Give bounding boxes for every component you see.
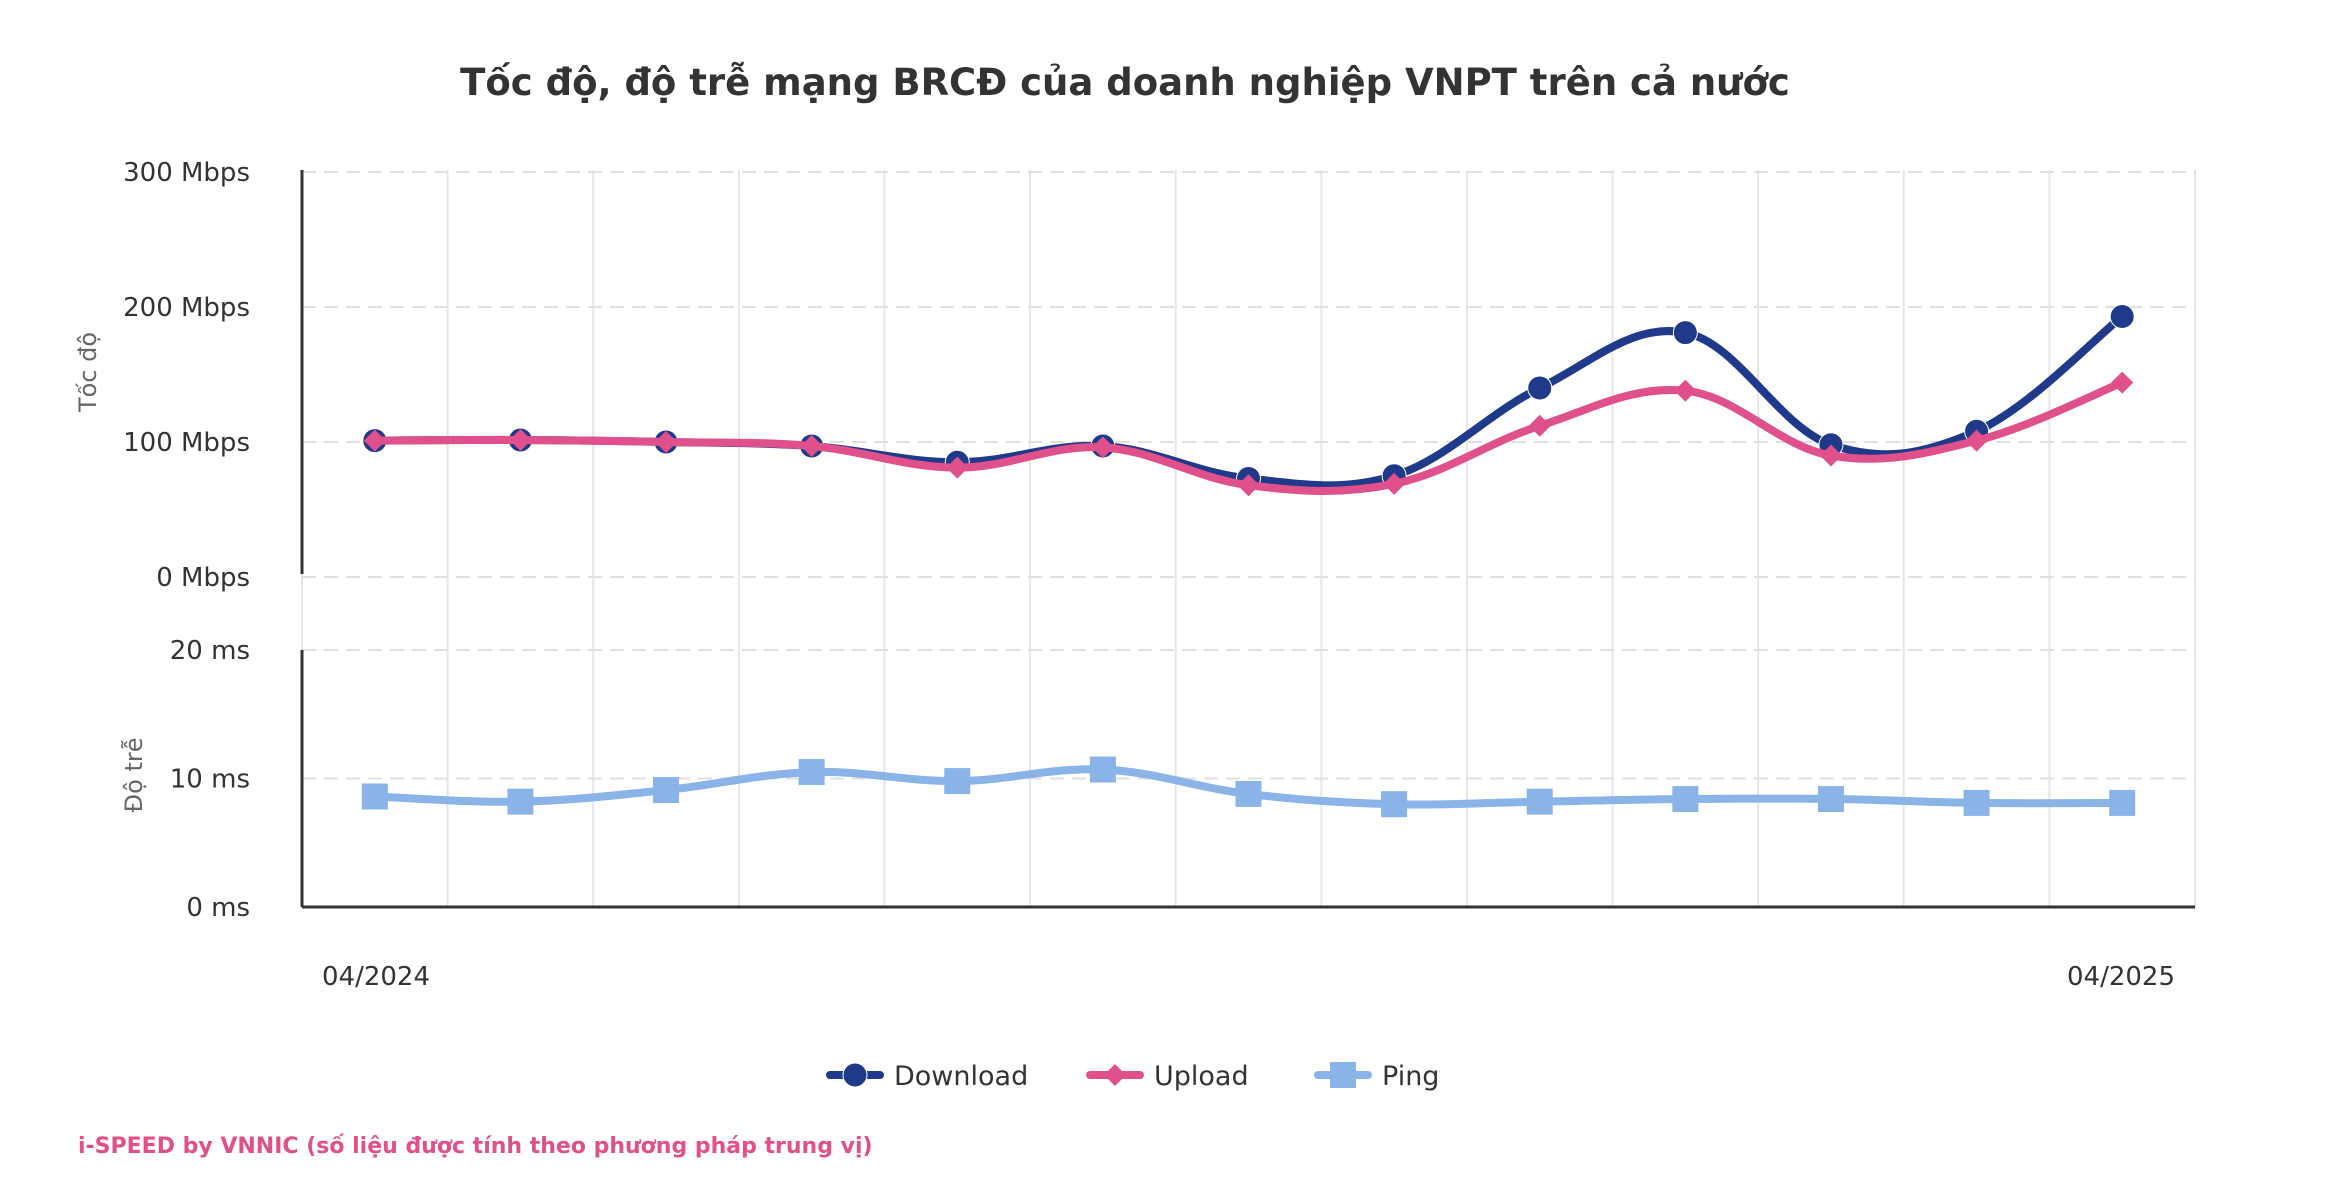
legend-label-ping: Ping <box>1382 1061 1439 1092</box>
download-point-9 <box>1672 320 1698 346</box>
upload-point-3 <box>800 435 823 458</box>
upload-point-5 <box>1091 436 1114 459</box>
ping-point-6 <box>1235 780 1262 807</box>
credit-text: i-SPEED by VNNIC (số liệu được tính theo… <box>78 1134 873 1159</box>
upload-point-11 <box>1965 429 1988 452</box>
axes <box>300 170 2195 909</box>
speed-axis-title: Tốc độ <box>74 332 102 413</box>
latency-tick-label: 0 ms <box>186 893 250 923</box>
legend-marker-upload <box>1104 1064 1126 1086</box>
upload-point-10 <box>1819 444 1842 467</box>
legend-item-download[interactable]: Download <box>826 1061 1028 1092</box>
ping-point-12 <box>2109 789 2136 816</box>
ping-point-1 <box>507 788 534 815</box>
download-point-12 <box>2109 303 2135 329</box>
x-tick-last: 04/2025 <box>2067 962 2175 992</box>
speed-tick-label: 200 Mbps <box>123 293 250 323</box>
ping-point-11 <box>1963 789 1990 816</box>
download-point-8 <box>1527 375 1553 401</box>
series-upload <box>363 371 2134 497</box>
upload-point-8 <box>1528 414 1551 437</box>
upload-point-9 <box>1674 379 1697 402</box>
ping-point-10 <box>1817 786 1844 813</box>
legend-label-download: Download <box>894 1061 1028 1092</box>
x-tick-first: 04/2024 <box>322 962 430 992</box>
ping-point-8 <box>1526 788 1553 815</box>
upload-point-7 <box>1383 472 1406 495</box>
legend-marker-download <box>842 1062 868 1088</box>
upload-point-4 <box>946 456 969 479</box>
legend[interactable]: Download Upload Ping <box>826 1061 1439 1092</box>
upload-point-0 <box>363 429 386 452</box>
ping-point-3 <box>798 759 825 786</box>
upload-point-6 <box>1237 474 1260 497</box>
upload-point-1 <box>509 428 532 451</box>
speed-tick-label: 0 Mbps <box>156 563 250 593</box>
upload-point-2 <box>655 431 678 453</box>
upload-point-12 <box>2111 371 2134 394</box>
ping-point-2 <box>653 777 680 804</box>
latency-axis-ticks: 0 ms 10 ms 20 ms <box>170 636 250 923</box>
ping-point-0 <box>361 783 388 810</box>
speed-tick-label: 100 Mbps <box>123 428 250 458</box>
speed-axis-ticks: 0 Mbps 100 Mbps 200 Mbps 300 Mbps <box>123 158 250 593</box>
legend-label-upload: Upload <box>1154 1061 1249 1092</box>
latency-tick-label: 10 ms <box>170 765 250 795</box>
latency-tick-label: 20 ms <box>170 636 250 666</box>
speed-tick-label: 300 Mbps <box>123 158 250 188</box>
legend-marker-ping <box>1330 1062 1356 1088</box>
ping-point-7 <box>1381 791 1408 818</box>
legend-item-ping[interactable]: Ping <box>1314 1061 1439 1092</box>
ping-point-9 <box>1672 786 1699 813</box>
legend-item-upload[interactable]: Upload <box>1086 1061 1249 1092</box>
ping-point-4 <box>944 768 971 795</box>
series-ping <box>361 756 2136 818</box>
ping-point-5 <box>1089 756 1116 783</box>
chart-title: Tốc độ, độ trễ mạng BRCĐ của doanh nghiệ… <box>460 61 1790 104</box>
latency-axis-title: Độ trễ <box>119 738 148 813</box>
series-layer <box>361 303 2136 818</box>
